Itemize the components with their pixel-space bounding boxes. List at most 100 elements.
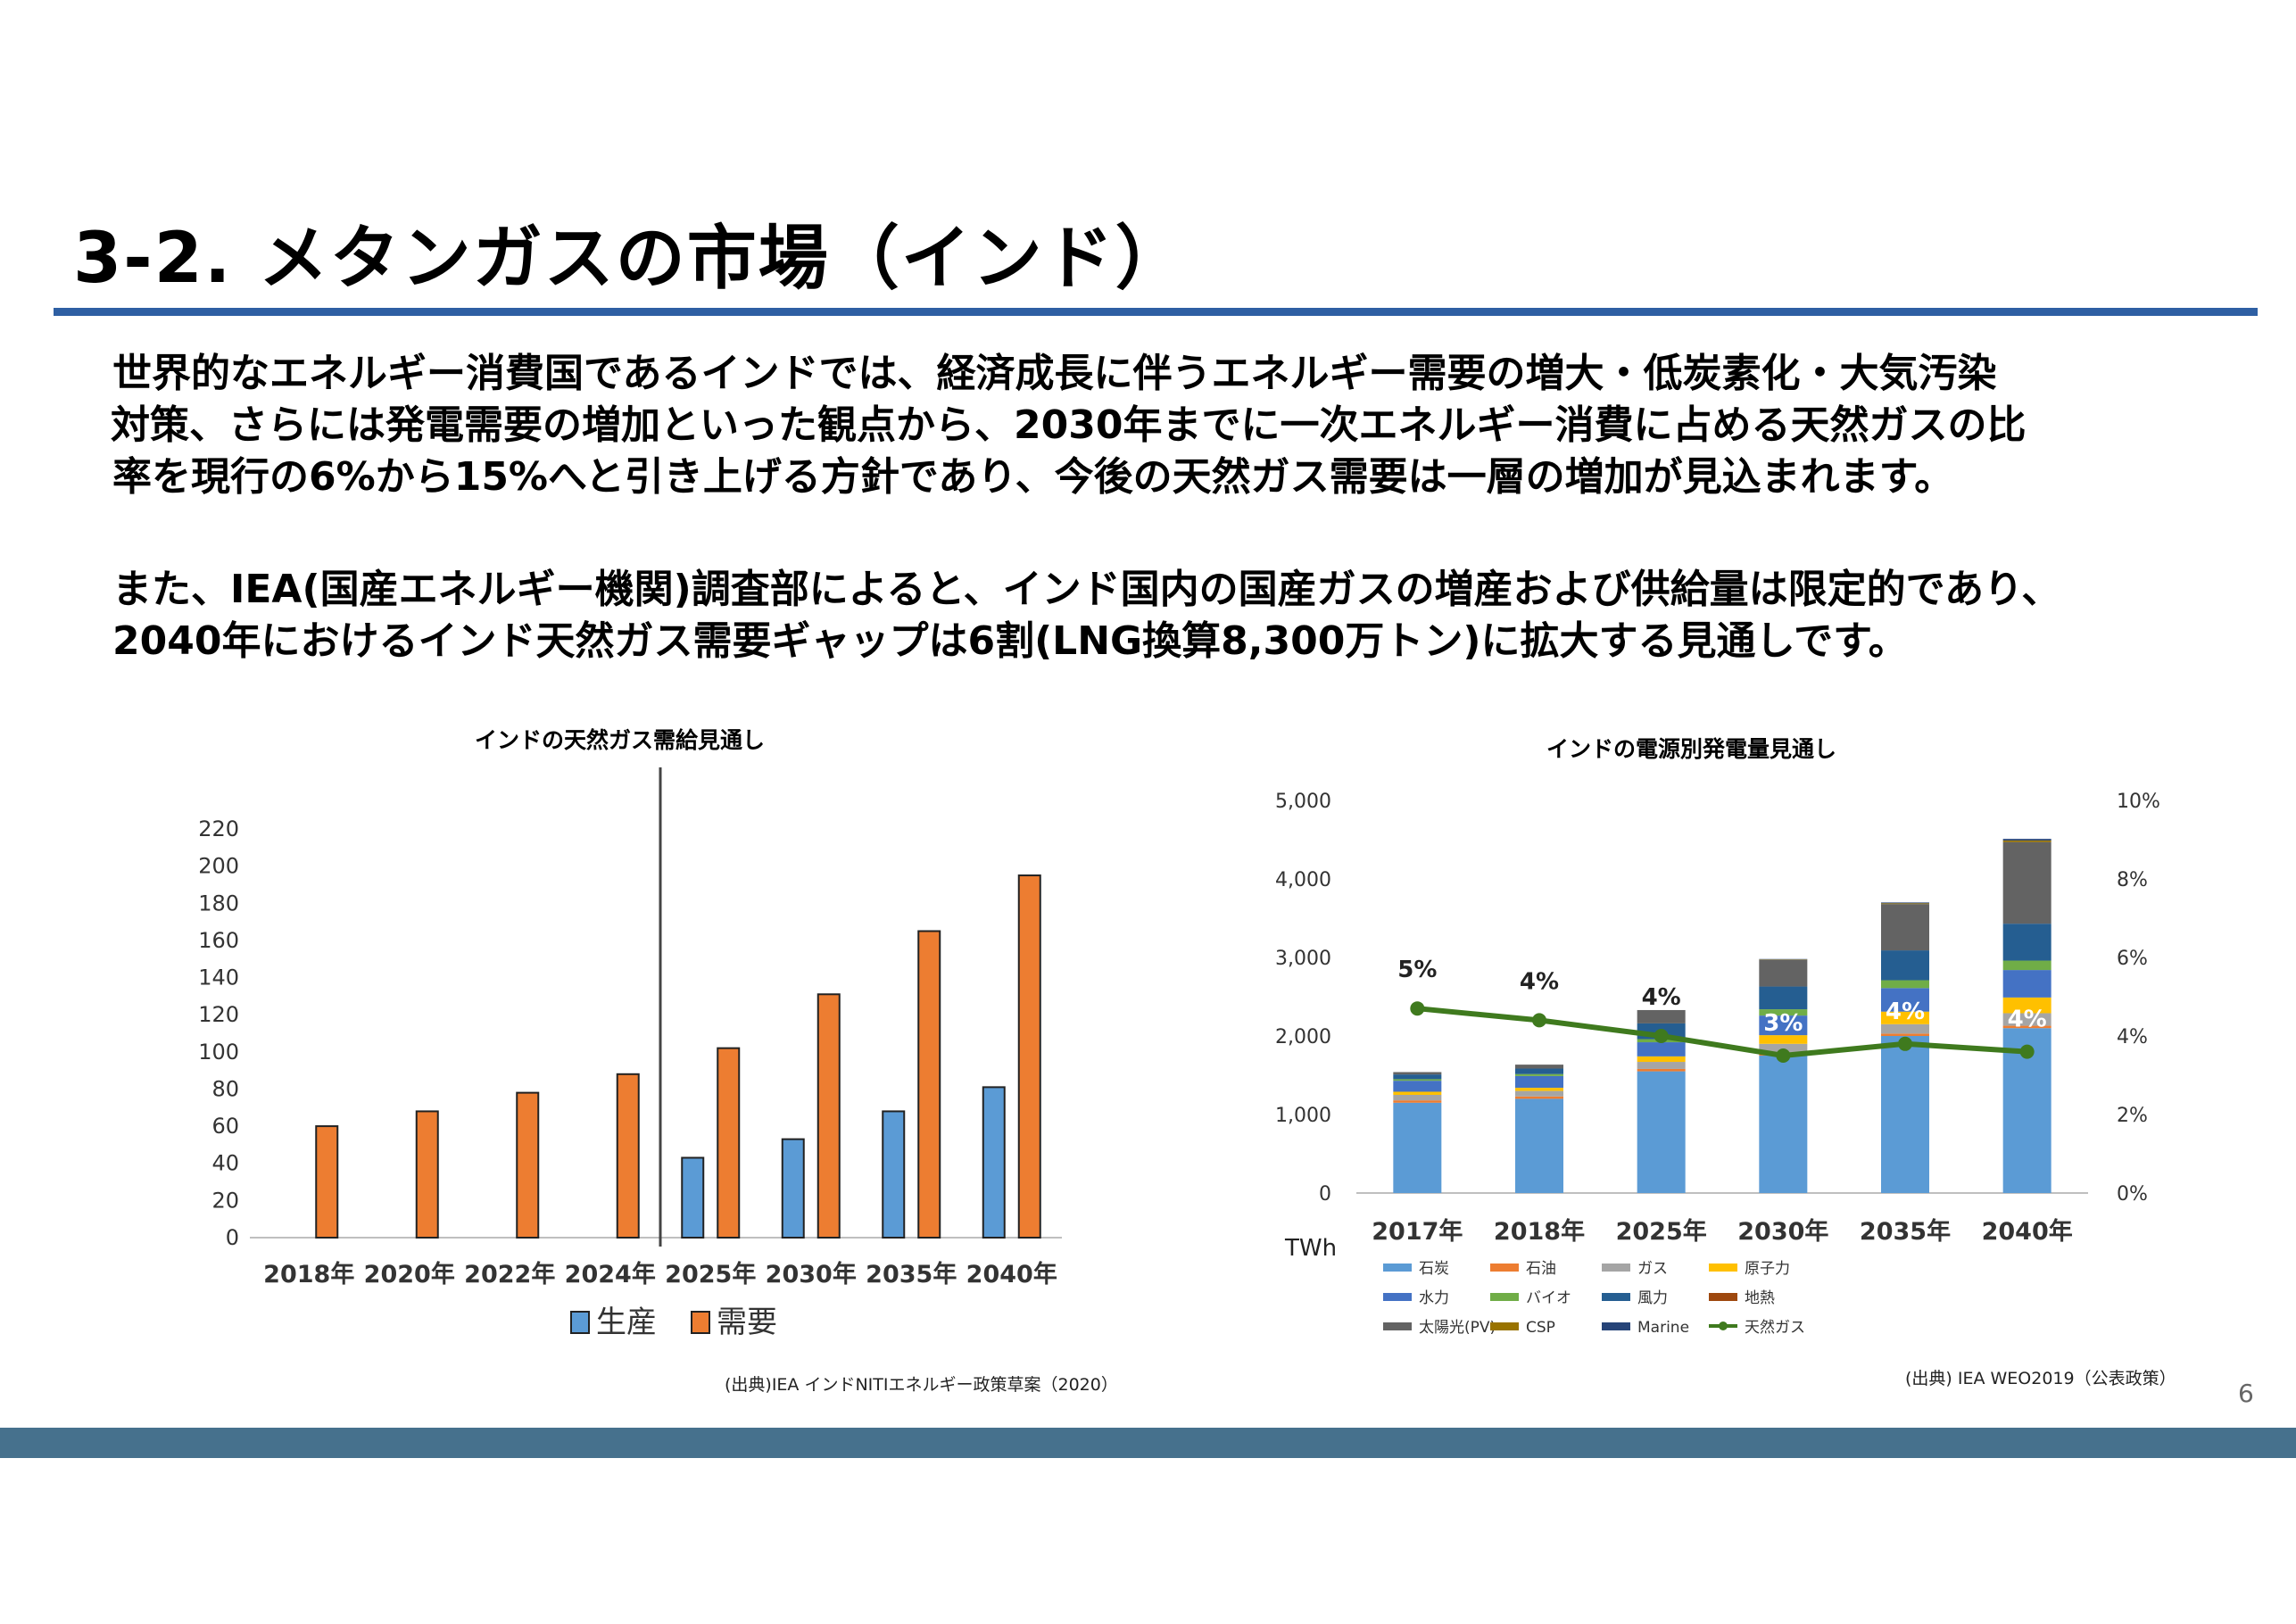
legend-label: 天然ガス — [1745, 1319, 1805, 1337]
power-generation-chart: 5,000 4,000 3,000 2,000 1,000 0 10% 8% 6% 4% 2% 0% T… — [1275, 791, 2160, 1337]
y-tick-label: 20 — [211, 1188, 239, 1213]
x-tick-label: 2035年 — [1860, 1217, 1951, 1246]
bar-demand — [315, 1125, 339, 1239]
bar-demand — [1017, 874, 1041, 1239]
stacked-bar-segment — [1515, 1068, 1563, 1074]
stacked-bar-segment — [2002, 970, 2051, 998]
paragraph-line: また、IEA(国産エネルギー機関)調査部によると、インド国内の国産ガスの増産およ… — [112, 567, 2061, 612]
stacked-bar-segment — [1881, 902, 1929, 904]
bar-demand — [816, 993, 841, 1239]
unit-label: TWh — [1284, 1235, 1337, 1262]
x-tick-label: 2017年 — [1372, 1217, 1463, 1246]
y-tick-label: 160 — [198, 928, 239, 953]
stacked-bar-segment — [1759, 1035, 1808, 1044]
bar-demand — [717, 1047, 741, 1239]
y-tick-label: 120 — [198, 1002, 239, 1027]
stacked-bar-segment — [1515, 1090, 1563, 1097]
stacked-bar-segment — [1515, 1075, 1563, 1089]
legend-label: Marine — [1637, 1319, 1689, 1337]
stacked-bar-segment — [1881, 1011, 1929, 1024]
stacked-bar-segment — [1881, 1023, 1929, 1034]
legend-swatch — [1709, 1264, 1737, 1272]
stacked-bar-segment — [1393, 1102, 1442, 1193]
stacked-bar-segment — [1881, 1036, 1929, 1193]
stacked-bar-segment — [1881, 904, 1929, 951]
stacked-bar-segment — [1637, 1056, 1686, 1063]
y-right-tick-label: 4% — [2117, 1026, 2148, 1048]
x-tick-label: 2025年 — [1616, 1217, 1707, 1246]
y-tick-label: 220 — [198, 816, 239, 841]
legend-swatch — [570, 1311, 590, 1334]
stacked-bar-segment — [2002, 960, 2051, 971]
legend-swatch — [1602, 1322, 1630, 1330]
legend-swatch — [1602, 1264, 1630, 1272]
x-tick-label: 2024年 — [565, 1260, 656, 1288]
footer-bar — [0, 1428, 2296, 1458]
stacked-bar-segment — [1393, 1072, 1442, 1075]
legend-label: CSP — [1526, 1319, 1555, 1337]
y-right-tick-label: 8% — [2117, 869, 2148, 891]
stacked-bar-segment — [2002, 840, 2051, 842]
stacked-bar-segment — [1881, 1033, 1929, 1036]
x-tick-label: 2018年 — [1494, 1217, 1585, 1246]
data-label: 4% — [1520, 968, 1559, 995]
stacked-bar-segment — [2002, 841, 2051, 924]
stacked-bar-segment — [1637, 1009, 1686, 1023]
legend-label: 需要 — [717, 1305, 777, 1340]
stacked-bar-segment — [2002, 924, 2051, 961]
y-left-tick-label: 4,000 — [1275, 869, 1331, 891]
legend-swatch — [1490, 1322, 1519, 1330]
y-left-tick-label: 2,000 — [1275, 1026, 1331, 1048]
legend-line-marker — [1719, 1322, 1728, 1330]
y-tick-label: 60 — [211, 1114, 239, 1139]
y-left-tick-label: 1,000 — [1275, 1105, 1331, 1127]
y-tick-label: 180 — [198, 891, 239, 916]
data-label: 5% — [1397, 957, 1437, 983]
data-label: 3% — [1763, 1010, 1803, 1037]
title-underline — [54, 308, 2258, 316]
stacked-bar-segment — [2002, 997, 2051, 1014]
stacked-bar-segment — [1759, 1056, 1808, 1193]
intro-paragraph: 世界的なエネルギー消費国であるインドでは、経済成長に伴うエネルギー需要の増大・低… — [111, 348, 2254, 503]
stacked-bar-segment — [1759, 986, 1808, 1010]
legend-label: 太陽光(PV) — [1419, 1319, 1496, 1337]
data-label: 4% — [2008, 1007, 2047, 1033]
paragraph-line: 世界的なエネルギー消費国であるインドでは、経済成長に伴うエネルギー需要の増大・低… — [112, 351, 1997, 396]
stacked-bar-segment — [1637, 1042, 1686, 1056]
stacked-bar-segment — [1637, 1068, 1686, 1072]
stacked-bar-segment — [1393, 1100, 1442, 1103]
page-number: 6 — [2238, 1379, 2254, 1408]
y-tick-label: 40 — [211, 1151, 239, 1176]
stacked-bar-segment — [2002, 1025, 2051, 1029]
legend-label: 原子力 — [1745, 1260, 1790, 1278]
y-right-tick-label: 2% — [2117, 1105, 2148, 1127]
data-label: 4% — [1886, 998, 1925, 1025]
legend-label: 石炭 — [1419, 1260, 1449, 1278]
legend-label: ガス — [1637, 1260, 1668, 1278]
stacked-bar-segment — [1881, 988, 1929, 1012]
x-tick-label: 2030年 — [1737, 1217, 1828, 1246]
gas-share-point — [1410, 1001, 1425, 1016]
gas-share-point — [2019, 1044, 2035, 1059]
stacked-bar-segment — [1759, 1015, 1808, 1036]
bar-production — [982, 1086, 1006, 1239]
gas-share-point — [1776, 1048, 1791, 1063]
legend-swatch — [691, 1311, 710, 1334]
stacked-bar-segment — [2002, 839, 2051, 841]
y-tick-label: 140 — [198, 965, 239, 990]
bar-demand — [415, 1110, 439, 1239]
y-right-tick-label: 6% — [2117, 948, 2148, 970]
gas-chart-source: (出典)IEA インドNITIエネルギー政策草案（2020） — [725, 1375, 1118, 1395]
legend-label: 風力 — [1637, 1289, 1668, 1307]
y-left-tick-label: 0 — [1319, 1183, 1331, 1206]
y-right-tick-label: 10% — [2117, 791, 2160, 813]
legend-label: 地熱 — [1745, 1289, 1775, 1307]
x-tick-label: 2025年 — [665, 1260, 756, 1288]
x-tick-label: 2020年 — [364, 1260, 455, 1288]
gas-share-point — [1532, 1013, 1546, 1028]
stacked-bar-segment — [1393, 1081, 1442, 1092]
bar-production — [681, 1156, 705, 1239]
legend-label: バイオ — [1526, 1289, 1571, 1307]
x-tick-label: 2018年 — [263, 1260, 354, 1288]
paragraph-line: 対策、さらには発電需要の増加といった観点から、2030年までに一次エネルギー消費… — [111, 402, 2027, 448]
